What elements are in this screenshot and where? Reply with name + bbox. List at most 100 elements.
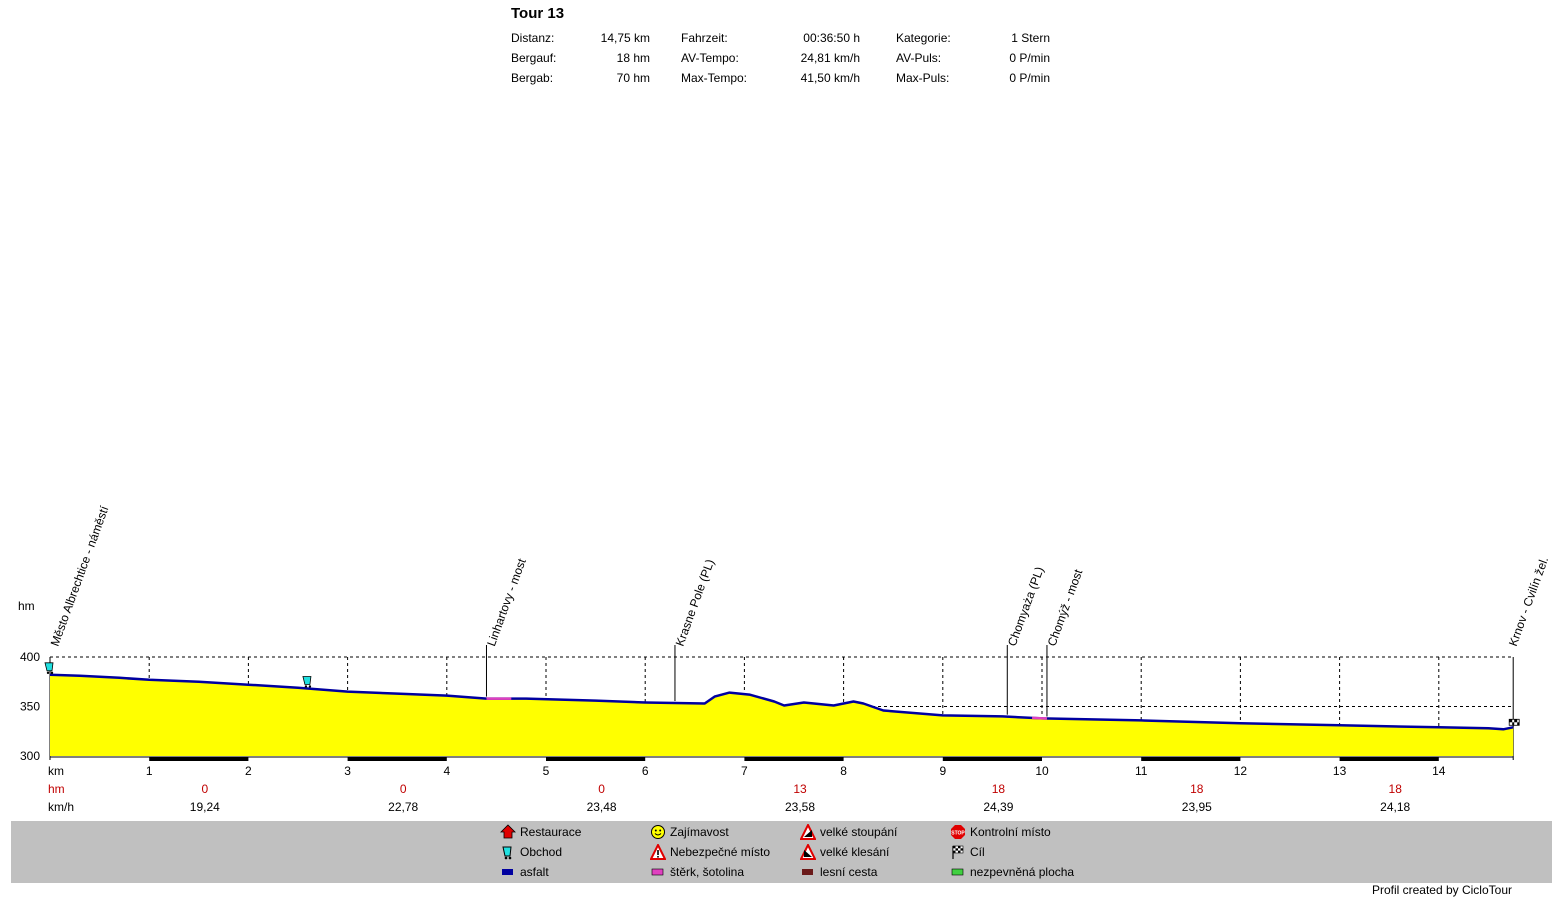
shop-icon	[500, 844, 516, 860]
waypoint-label: Krnov - Cvilín žel.	[1506, 555, 1551, 648]
stat-label: Kategorie:	[896, 31, 951, 45]
stat-label: Bergauf:	[511, 51, 557, 65]
legend-label: Zajímavost	[670, 825, 729, 839]
waypoint-label: Linhartovy - most	[484, 556, 529, 648]
legend-stoupani: velké stoupání	[799, 822, 898, 840]
flag-check	[1512, 722, 1515, 726]
stat-label: Distanz:	[511, 31, 555, 45]
km-band	[347, 757, 447, 761]
segment-hm-value: 18	[1190, 782, 1204, 796]
legend-kontrolni: STOP Kontrolní místo	[950, 824, 1051, 840]
shop-icon-wheel	[46, 671, 50, 675]
segment-kmh-value: 19,24	[190, 800, 220, 814]
x-tick-label: 12	[1234, 764, 1248, 778]
climb-icon	[799, 822, 817, 840]
stat-value: 0 P/min	[1009, 71, 1050, 85]
stop-icon: STOP	[950, 824, 966, 840]
segment-hm-value: 0	[201, 782, 208, 796]
legend-sterk: štěrk, šotolina	[650, 864, 744, 880]
x-tick-label: 6	[642, 764, 649, 778]
legend-label: Obchod	[520, 845, 563, 859]
asphalt-swatch	[500, 864, 516, 880]
waypoint-label: Chomýž - most	[1045, 567, 1086, 648]
unpaved-swatch	[950, 864, 966, 880]
legend-label: Restaurace	[520, 825, 582, 839]
waypoint-label: Město Albrechtice - náměstí	[48, 503, 112, 648]
tour-title: Tour 13	[511, 5, 565, 22]
km-band	[744, 757, 844, 761]
x-tick-label: 4	[443, 764, 450, 778]
stat-value: 00:36:50 h	[803, 31, 860, 45]
legend-obchod: Obchod	[500, 844, 562, 860]
legend-cil: Cíl	[950, 844, 985, 860]
y-axis-label: hm	[18, 599, 35, 613]
stat-value: 70 hm	[616, 71, 650, 85]
elevation-line	[49, 673, 1514, 731]
waypoint-label: Chomyaża (PL)	[1005, 565, 1047, 648]
x-tick-label: 11	[1135, 764, 1148, 778]
stat-label: Bergab:	[511, 71, 554, 85]
x-tick-label: 5	[543, 764, 550, 778]
finish-flag-icon	[950, 844, 966, 860]
shop-icon-wheel	[308, 685, 312, 688]
legend-klesani: velké klesání	[799, 842, 890, 860]
gravel-segment	[1032, 716, 1048, 720]
waypoint-label: Krasne Pole (PL)	[673, 557, 717, 648]
stat-label: AV-Puls:	[896, 51, 942, 65]
stat-value: 1 Stern	[1011, 31, 1050, 45]
x-tick-label: 7	[741, 764, 748, 778]
flag-check	[1517, 722, 1520, 726]
shop-icon-wheel	[50, 671, 54, 675]
x-tick-label: 2	[245, 764, 252, 778]
km-band	[1141, 757, 1241, 761]
stat-value: 14,75 km	[600, 31, 650, 45]
flag-check	[1514, 719, 1518, 723]
stat-value: 41,50 km/h	[800, 71, 860, 85]
x-tick-label: 13	[1333, 764, 1347, 778]
descent-icon	[799, 842, 817, 860]
segment-kmh-value: 22,78	[388, 800, 418, 814]
segment-kmh-value: 23,48	[587, 800, 617, 814]
km-band	[942, 757, 1042, 761]
legend-label: velké stoupání	[820, 825, 898, 839]
km-band	[546, 757, 646, 761]
legend-panel: Restaurace Obchod asfalt Zajímavost Nebe…	[11, 821, 1552, 883]
obchod-icon	[302, 676, 312, 688]
legend-label: Kontrolní místo	[970, 825, 1051, 839]
gravel-swatch	[650, 864, 666, 880]
legend-label: Nebezpečné místo	[670, 845, 771, 859]
y-tick-label: 350	[20, 700, 40, 714]
segment-kmh-value: 24,18	[1380, 800, 1410, 814]
stat-value: 0 P/min	[1009, 51, 1050, 65]
x-tick-label: 1	[146, 764, 153, 778]
segment-hm-value: 0	[598, 782, 605, 796]
y-tick-label: 400	[20, 650, 40, 664]
segment-hm-value: 18	[1389, 782, 1403, 796]
segment-kmh-value: 23,95	[1182, 800, 1212, 814]
svg-text:STOP: STOP	[951, 831, 965, 837]
legend-label: Cíl	[970, 845, 985, 859]
legend-lesni-cesta: lesní cesta	[800, 864, 877, 880]
shop-icon-body	[44, 662, 54, 672]
segment-kmh-value: 24,39	[983, 800, 1013, 814]
legend-label: velké klesání	[820, 845, 890, 859]
stat-value: 18 hm	[616, 51, 650, 65]
stat-label: Max-Puls:	[896, 71, 950, 85]
legend-asfalt: asfalt	[500, 864, 549, 880]
legend-nezpevnena: nezpevněná plocha	[950, 864, 1074, 880]
km-band	[1339, 757, 1439, 761]
flag-check	[1509, 719, 1513, 723]
x-tick-label: 10	[1035, 764, 1049, 778]
obchod-icon	[44, 662, 54, 675]
stat-label: AV-Tempo:	[681, 51, 739, 65]
stat-label: Max-Tempo:	[681, 71, 748, 85]
hm-row-label: hm	[48, 782, 65, 796]
danger-icon	[649, 842, 667, 860]
shop-icon-wheel	[304, 685, 308, 688]
forest-path-swatch	[800, 864, 816, 880]
legend-nebezpecne: Nebezpečné místo	[649, 842, 771, 860]
restaurant-icon	[500, 824, 516, 840]
legend-restaurace: Restaurace	[500, 824, 581, 840]
stat-value: 24,81 km/h	[800, 51, 860, 65]
stat-label: Fahrzeit:	[681, 31, 728, 45]
